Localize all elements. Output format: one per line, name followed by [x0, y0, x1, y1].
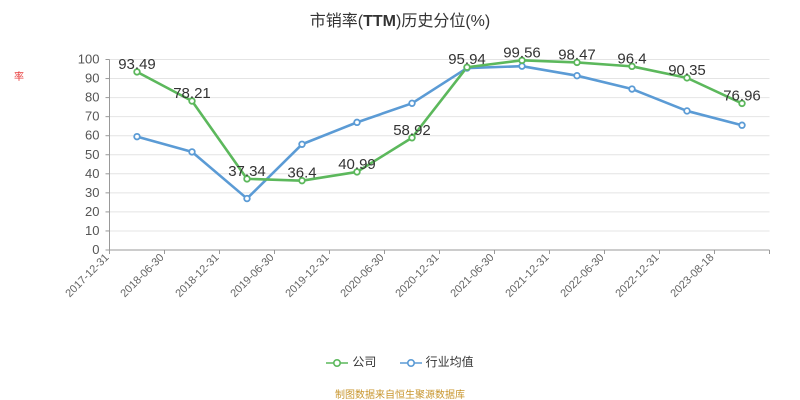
svg-text:2019-12-31: 2019-12-31 [283, 252, 331, 300]
svg-text:58.92: 58.92 [393, 122, 431, 139]
svg-text:2017-12-31: 2017-12-31 [63, 252, 111, 300]
svg-text:98.47: 98.47 [558, 46, 596, 63]
svg-text:80: 80 [85, 90, 99, 105]
svg-text:2018-12-31: 2018-12-31 [173, 252, 221, 300]
svg-text:2019-06-30: 2019-06-30 [228, 252, 276, 300]
svg-text:93.49: 93.49 [118, 56, 156, 73]
svg-text:20: 20 [85, 204, 99, 219]
svg-text:2020-06-30: 2020-06-30 [338, 252, 386, 300]
svg-text:10: 10 [85, 223, 99, 238]
svg-text:90.35: 90.35 [668, 62, 706, 79]
svg-text:2021-06-30: 2021-06-30 [448, 252, 496, 300]
svg-text:90: 90 [85, 71, 99, 86]
svg-text:100: 100 [78, 52, 100, 67]
svg-text:40.99: 40.99 [338, 156, 376, 173]
svg-text:2022-12-31: 2022-12-31 [613, 252, 661, 300]
svg-text:76.96: 76.96 [723, 87, 761, 104]
svg-text:95.94: 95.94 [448, 51, 486, 68]
svg-text:78.21: 78.21 [173, 85, 211, 102]
svg-text:99.56: 99.56 [503, 44, 541, 61]
svg-text:2018-06-30: 2018-06-30 [118, 252, 166, 300]
svg-text:0: 0 [92, 242, 99, 257]
svg-text:30: 30 [85, 185, 99, 200]
svg-text:40: 40 [85, 166, 99, 181]
svg-text:36.4: 36.4 [287, 165, 316, 182]
svg-text:70: 70 [85, 109, 99, 124]
svg-text:50: 50 [85, 147, 99, 162]
svg-text:2023-08-18: 2023-08-18 [668, 252, 716, 300]
svg-text:2020-12-31: 2020-12-31 [393, 252, 441, 300]
svg-text:60: 60 [85, 128, 99, 143]
svg-text:2021-12-31: 2021-12-31 [503, 252, 551, 300]
svg-text:2022-06-30: 2022-06-30 [558, 252, 606, 300]
svg-text:96.4: 96.4 [617, 50, 646, 67]
svg-text:37.34: 37.34 [228, 163, 266, 180]
